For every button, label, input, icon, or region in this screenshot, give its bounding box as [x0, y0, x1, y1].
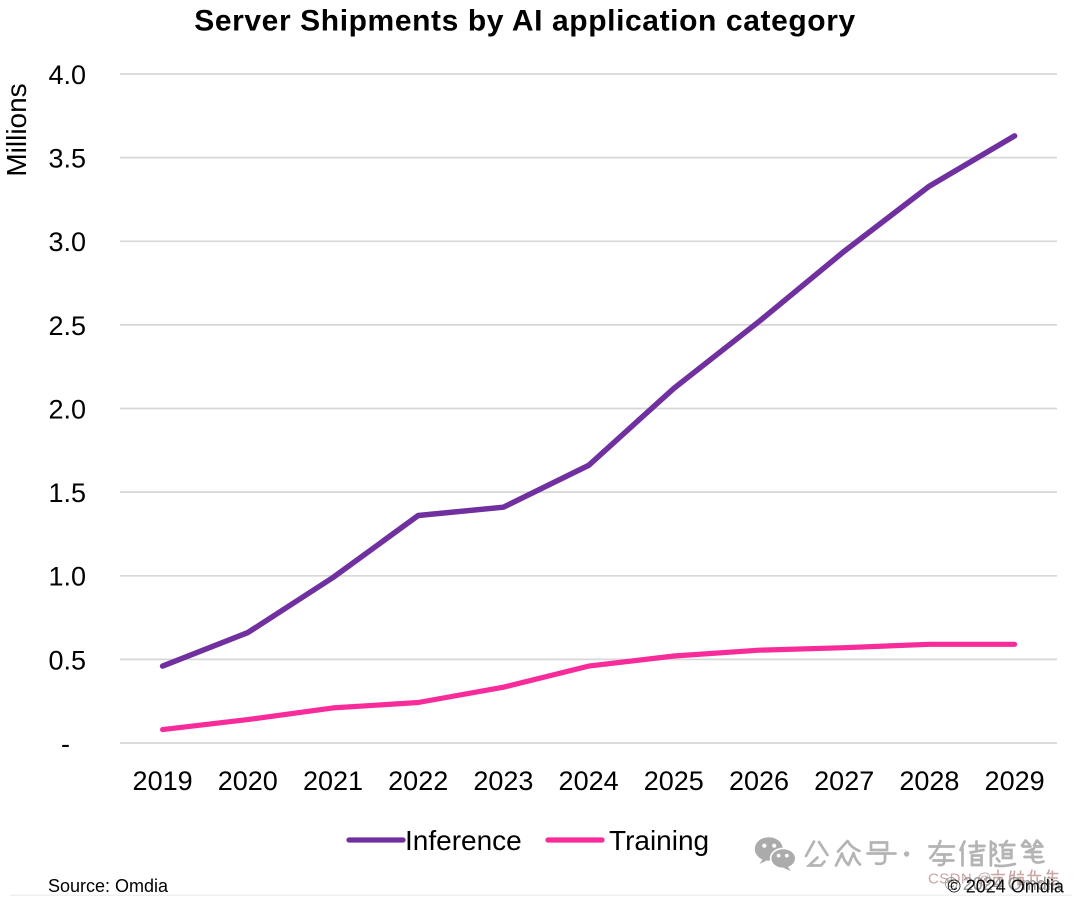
svg-text:Inference: Inference: [405, 825, 522, 856]
svg-text:2029: 2029: [985, 766, 1045, 796]
svg-text:2021: 2021: [303, 766, 363, 796]
svg-text:2.5: 2.5: [48, 311, 86, 341]
svg-text:2.0: 2.0: [48, 394, 86, 424]
svg-text:1.5: 1.5: [48, 478, 86, 508]
svg-text:3.0: 3.0: [48, 227, 86, 257]
svg-text:Server Shipments by AI applica: Server Shipments by AI application categ…: [194, 5, 856, 38]
svg-text:-: -: [61, 729, 70, 759]
svg-text:2028: 2028: [899, 766, 959, 796]
svg-text:CSDN @: CSDN @: [928, 871, 992, 888]
svg-text:2019: 2019: [133, 766, 193, 796]
svg-text:2024: 2024: [559, 766, 619, 796]
svg-text:1.0: 1.0: [48, 562, 86, 592]
svg-text:3.5: 3.5: [48, 144, 86, 174]
svg-text:Source: Omdia: Source: Omdia: [48, 876, 169, 896]
svg-text:2022: 2022: [388, 766, 448, 796]
svg-text:Millions: Millions: [1, 83, 32, 176]
svg-text:Training: Training: [609, 825, 709, 856]
svg-text:© 2024 Omdia: © 2024 Omdia: [948, 877, 1065, 897]
svg-text:2025: 2025: [644, 766, 704, 796]
svg-text:4.0: 4.0: [48, 60, 86, 90]
svg-text:2020: 2020: [218, 766, 278, 796]
svg-text:0.5: 0.5: [48, 645, 86, 675]
svg-text:© 2024 Omdia: © 2024 Omdia: [945, 874, 1062, 894]
svg-text:2023: 2023: [473, 766, 533, 796]
svg-text:2026: 2026: [729, 766, 789, 796]
svg-text:2027: 2027: [814, 766, 874, 796]
